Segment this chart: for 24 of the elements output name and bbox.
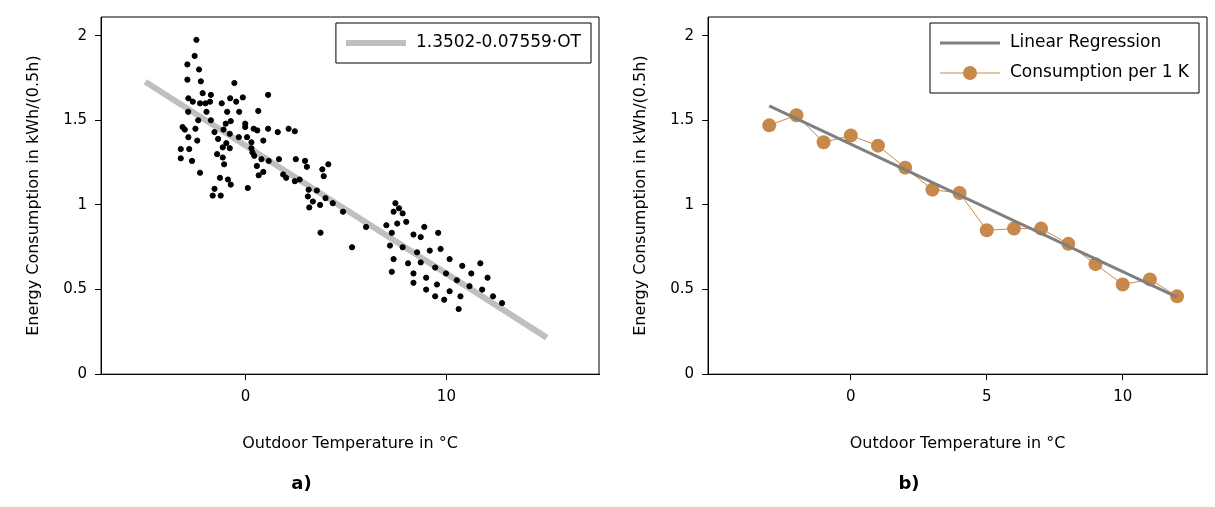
x-tick-label: 0 — [240, 387, 251, 406]
y-axis-title: Energy Consumption in kWh/(0.5h) — [629, 55, 649, 336]
y-tick-label: 1 — [684, 194, 695, 213]
y-tick-label: 2 — [684, 25, 695, 44]
y-tick-label: 1.5 — [670, 110, 695, 129]
x-axis-title: Outdoor Temperature in °C — [849, 432, 1066, 452]
legend-label: 1.3502-0.07559·OT — [415, 31, 582, 52]
x-tick-label: 0 — [846, 387, 856, 406]
y-tick-label: 0.5 — [63, 279, 88, 298]
y-tick-label: 2 — [77, 25, 88, 44]
legend-label: Linear Regression — [1009, 31, 1162, 52]
x-axis-title: Outdoor Temperature in °C — [242, 432, 458, 452]
y-tick-label: 1 — [77, 194, 88, 213]
text: b) — [898, 471, 920, 493]
y-tick-label: 0.5 — [670, 279, 695, 298]
y-tick-label: 1.5 — [63, 110, 88, 129]
y-tick-label: 0 — [77, 364, 88, 383]
legend-label: Consumption per 1 K — [1009, 61, 1190, 82]
x-tick-label: 10 — [436, 387, 456, 406]
x-tick-label: 10 — [1113, 387, 1133, 406]
text: a) — [291, 471, 312, 493]
x-tick-label: 5 — [981, 387, 992, 406]
y-axis-title: Energy Consumption in kWh/(0.5h) — [22, 55, 42, 336]
y-tick-label: 0 — [684, 364, 695, 383]
